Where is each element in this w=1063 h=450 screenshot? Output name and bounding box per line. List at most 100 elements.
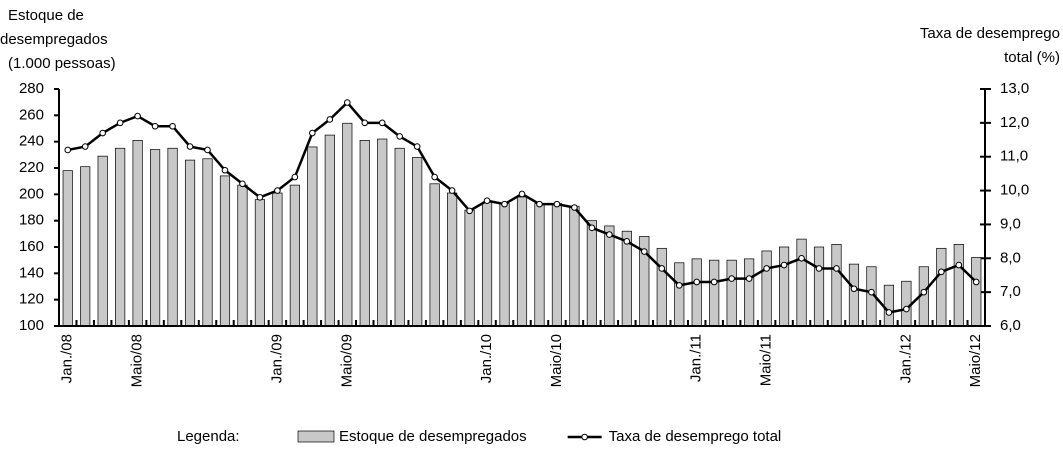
y-tick-label: 160 [19,238,44,255]
bar [534,203,545,327]
y-tick-label: 200 [19,185,44,202]
legend-swatch [297,430,335,443]
legend-title: Legenda: [177,428,240,445]
bar [447,192,458,327]
line-marker [483,197,491,205]
line-marker [972,278,980,286]
legend-label: Taxa de desemprego total [609,428,782,445]
line-marker [343,99,351,106]
line-marker [291,173,299,181]
bar [167,147,178,327]
bar [779,246,790,327]
line-marker [431,173,438,181]
bar [115,147,126,327]
line-marker [641,248,648,255]
x-tick-label: Jan./11 [688,334,705,382]
bar [184,159,196,327]
bar [569,205,580,327]
line-marker [780,261,788,269]
line-marker [239,180,246,188]
x-tick-label: Jan./10 [478,334,495,383]
y2-tick-label: 10,0 [1000,182,1029,199]
y2-tick-label: 6,0 [1000,317,1021,334]
x-tick-label: Maio/08 [129,334,146,387]
line-marker [309,129,316,137]
line-marker [588,224,596,232]
line-marker [798,254,805,262]
y2-axis-title: Taxa de desemprego [920,25,1060,42]
bar [202,158,213,327]
bar [796,238,807,327]
bar [848,263,860,327]
y-axis-title: Estoque de [8,7,84,24]
line-marker [466,207,473,215]
line-marker [274,187,281,194]
line-marker [920,288,928,296]
bar [831,244,842,327]
line-marker [571,204,578,211]
bar [813,246,825,327]
line-marker [536,200,543,208]
bar [674,262,685,327]
line-marker [868,288,875,296]
y-axis-title: desempregados [0,31,108,48]
line-marker [378,119,386,127]
legend-label: Estoque de desempregados [339,428,527,445]
line-marker [728,275,735,282]
line-marker [763,265,770,272]
y-tick-label: 180 [19,212,44,229]
bar [726,259,737,327]
line-marker [833,265,840,272]
line-marker [903,305,910,313]
bar [516,196,528,327]
bar [324,134,335,327]
line-marker [850,285,858,293]
line-marker [361,119,369,127]
y2-tick-label: 11,0 [1000,148,1028,165]
line-marker [710,278,718,286]
line-marker [623,238,631,245]
legend-marker [581,433,588,441]
x-tick-label: Maio/09 [338,334,355,387]
line-marker [885,309,893,316]
y2-tick-label: 9,0 [1000,215,1021,232]
x-tick-label: Maio/10 [548,334,565,387]
bar [604,225,615,327]
line-marker [116,119,124,127]
x-tick-label: Jan./12 [897,334,914,383]
line-marker [606,231,613,238]
bar [709,259,720,327]
bar [621,230,632,327]
bar [464,209,475,327]
bar [307,146,318,327]
line-marker [151,122,159,130]
line-marker [675,282,683,289]
y-tick-label: 120 [19,291,44,308]
x-tick-label: Maio/11 [758,334,775,386]
line-marker [413,143,421,150]
bar [953,244,964,327]
line-marker [326,116,334,123]
x-tick-label: Maio/12 [967,334,984,387]
line-marker [99,129,106,137]
bar [412,157,423,327]
bar [971,257,982,327]
bar [586,220,597,327]
bar [936,247,947,327]
line-marker [204,146,211,154]
y-tick-label: 280 [19,80,44,97]
bar [62,170,73,327]
bar [429,183,440,327]
bar [377,138,388,327]
line-marker [955,261,963,269]
y-tick-label: 220 [19,159,44,176]
y2-axis-title: total (%) [1004,49,1060,66]
line-marker [658,265,666,272]
bar [359,140,370,327]
line-marker [693,278,701,286]
y2-tick-label: 13,0 [1000,80,1029,97]
x-tick-label: Jan./09 [268,334,285,383]
bar [499,203,510,327]
line-marker [448,187,456,194]
